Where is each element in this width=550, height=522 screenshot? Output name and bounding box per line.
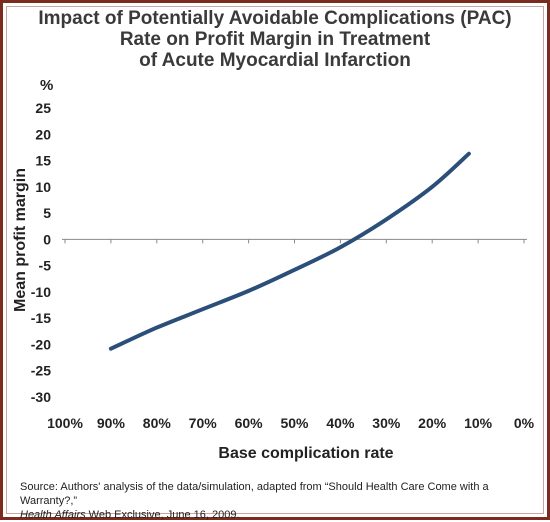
chart-title-line-1: Impact of Potentially Avoidable Complica… <box>38 8 512 29</box>
x-tick-label: 80% <box>143 415 172 431</box>
x-tick-label: 0% <box>514 415 535 431</box>
y-tick-label: 25 <box>35 100 51 116</box>
x-tick-label: 90% <box>97 415 126 431</box>
chart-title-line-2: Rate on Profit Margin in Treatment <box>119 29 431 50</box>
y-tick-label: -15 <box>31 310 51 326</box>
x-axis-ticks: 100% 90% 80% 70% 60% 50% 40% 30% 20% 10% 0% <box>47 239 535 431</box>
y-axis-label: Mean profit margin <box>12 168 29 312</box>
y-tick-label: -25 <box>31 363 51 379</box>
y-tick-label: -10 <box>31 284 51 300</box>
source-prefix: Source: Authors' analysis of the data/si… <box>20 481 489 507</box>
y-tick-label: 0 <box>43 231 51 247</box>
x-tick-label: 70% <box>189 415 218 431</box>
source-suffix: Web Exclusive, June 16, 2009. <box>85 509 240 521</box>
y-tick-label: -20 <box>31 336 51 352</box>
y-tick-label: -30 <box>31 389 51 405</box>
x-tick-label: 50% <box>280 415 309 431</box>
x-axis-label: Base complication rate <box>218 445 393 462</box>
y-tick-label: 5 <box>43 205 51 221</box>
x-tick-label: 60% <box>235 415 264 431</box>
chart-frame-inner <box>6 6 544 514</box>
chart-title-line-3: of Acute Myocardial Infarction <box>139 50 411 71</box>
x-tick-label: 30% <box>372 415 401 431</box>
x-tick-label: 100% <box>47 415 83 431</box>
y-tick-label: 20 <box>35 126 51 142</box>
y-tick-label: 15 <box>35 153 51 169</box>
source-note: Source: Authors' analysis of the data/si… <box>20 480 540 522</box>
series-line <box>108 151 471 351</box>
y-axis-ticks: 25 20 15 10 5 0 -5 -10 -15 -20 -25 -30 <box>31 100 51 405</box>
y-tick-label: -5 <box>39 258 52 274</box>
source-publication: Health Affairs <box>20 509 86 521</box>
chart-title: Impact of Potentially Avoidable Complica… <box>0 8 550 71</box>
x-tick-label: 20% <box>418 415 447 431</box>
y-axis-unit: % <box>40 77 53 94</box>
x-tick-label: 40% <box>326 415 355 431</box>
x-tick-label: 10% <box>464 415 493 431</box>
y-tick-label: 10 <box>35 179 51 195</box>
